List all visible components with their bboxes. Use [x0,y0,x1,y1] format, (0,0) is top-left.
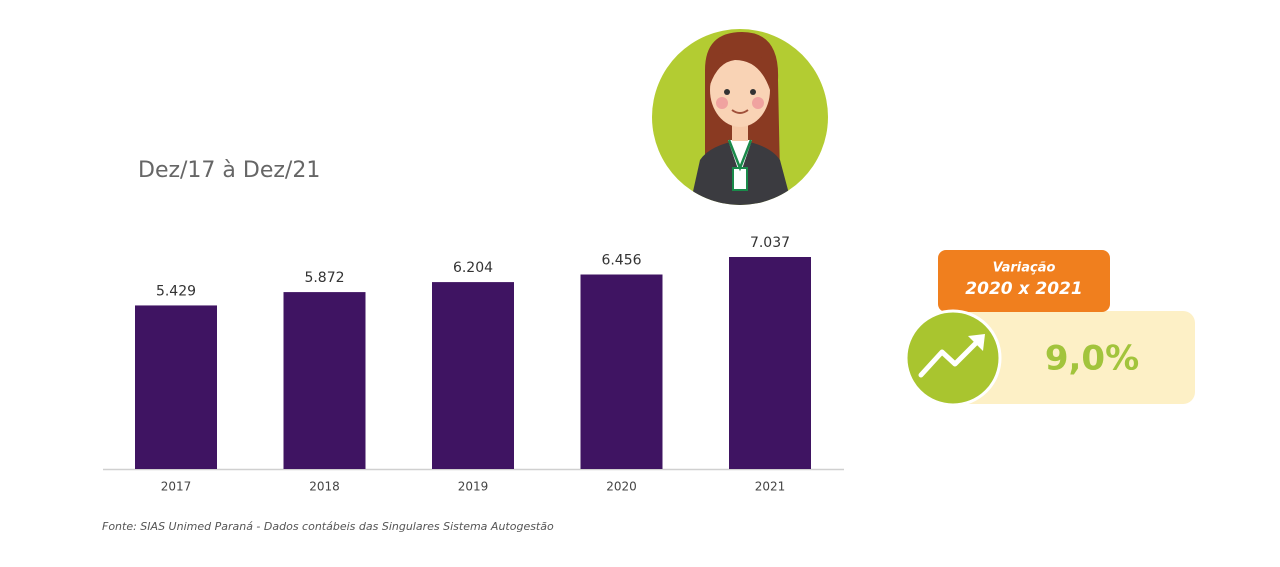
source-note: Fonte: SIAS Unimed Paraná - Dados contáb… [102,520,554,533]
avatar [652,29,828,205]
value-label: 6.204 [453,260,493,276]
bar [432,282,514,469]
x-tick-label: 2019 [458,480,489,494]
callout-title: Variação [993,261,1056,276]
chart-title: Dez/17 à Dez/21 [138,158,320,183]
x-tick-label: 2021 [755,480,786,494]
value-label: 5.429 [156,283,196,299]
bar [729,257,811,469]
trend-arrow-head [968,334,985,351]
value-label: 7.037 [750,235,790,251]
bar [580,274,663,469]
callout-period: 2020 x 2021 [965,279,1082,299]
bar [283,292,366,469]
trend-arrow [918,335,984,378]
callout-value: 9,0% [1045,339,1139,379]
callout-tab [938,250,1110,312]
x-tick-label: 2020 [606,480,637,494]
bar [135,305,217,469]
x-tick-label: 2017 [161,480,192,494]
variation-callout: Variação 2020 x 2021 9,0% [904,250,1195,407]
x-tick-label: 2018 [309,480,340,494]
value-label: 5.872 [304,270,344,286]
trend-icon [904,309,1002,407]
callout-box [950,311,1195,404]
value-label: 6.456 [601,253,641,269]
